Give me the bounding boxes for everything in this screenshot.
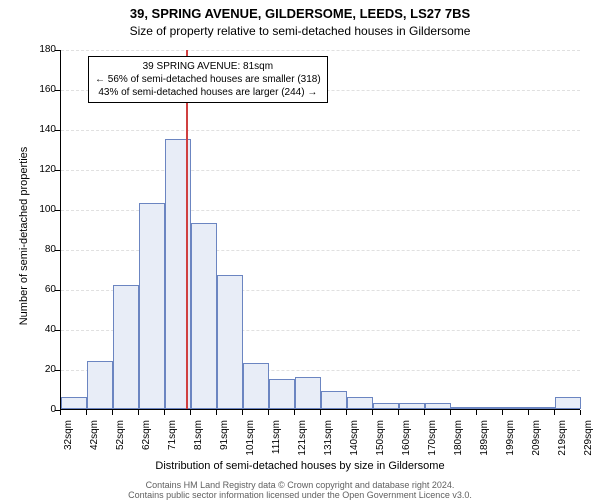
y-tick-label: 40 (16, 325, 56, 335)
histogram-bar (61, 397, 86, 409)
histogram-bar (217, 275, 242, 409)
x-tick-mark (164, 410, 165, 415)
y-tick-label: 0 (16, 405, 56, 415)
attribution-line-1: Contains HM Land Registry data © Crown c… (146, 480, 455, 490)
plot-area (60, 50, 580, 410)
histogram-bar (529, 407, 554, 409)
chart-container: 39, SPRING AVENUE, GILDERSOME, LEEDS, LS… (0, 0, 600, 500)
histogram-bar (555, 397, 580, 409)
histogram-bar (191, 223, 216, 409)
gridline (61, 170, 580, 171)
attribution-line-2: Contains public sector information licen… (128, 490, 472, 500)
histogram-bar (347, 397, 372, 409)
gridline (61, 50, 580, 51)
x-tick-mark (216, 410, 217, 415)
x-tick-mark (502, 410, 503, 415)
y-tick-label: 80 (16, 245, 56, 255)
x-tick-mark (138, 410, 139, 415)
x-tick-mark (268, 410, 269, 415)
chart-title: 39, SPRING AVENUE, GILDERSOME, LEEDS, LS… (0, 6, 600, 21)
x-tick-mark (554, 410, 555, 415)
annotation-line: 39 SPRING AVENUE: 81sqm (95, 60, 321, 73)
y-tick-label: 120 (16, 165, 56, 175)
histogram-bar (503, 407, 528, 409)
histogram-bar (87, 361, 112, 409)
y-tick-label: 180 (16, 45, 56, 55)
x-tick-mark (528, 410, 529, 415)
x-tick-mark (60, 410, 61, 415)
histogram-bar (269, 379, 294, 409)
annotation-line: ← 56% of semi-detached houses are smalle… (95, 73, 321, 86)
x-tick-mark (294, 410, 295, 415)
annotation-box: 39 SPRING AVENUE: 81sqm← 56% of semi-det… (88, 56, 328, 103)
histogram-bar (477, 407, 502, 409)
annotation-line: 43% of semi-detached houses are larger (… (95, 86, 321, 99)
x-tick-mark (398, 410, 399, 415)
histogram-bar (399, 403, 424, 409)
chart-subtitle: Size of property relative to semi-detach… (0, 24, 600, 38)
x-axis-caption: Distribution of semi-detached houses by … (0, 460, 600, 472)
histogram-bar (321, 391, 346, 409)
histogram-bar (425, 403, 450, 409)
x-tick-mark (580, 410, 581, 415)
gridline (61, 130, 580, 131)
x-tick-mark (242, 410, 243, 415)
y-tick-label: 160 (16, 85, 56, 95)
histogram-bar (373, 403, 398, 409)
x-tick-mark (86, 410, 87, 415)
histogram-bar (113, 285, 138, 409)
histogram-bar (243, 363, 268, 409)
x-tick-mark (372, 410, 373, 415)
x-tick-mark (112, 410, 113, 415)
y-tick-label: 140 (16, 125, 56, 135)
x-tick-mark (346, 410, 347, 415)
y-tick-label: 20 (16, 365, 56, 375)
x-tick-mark (424, 410, 425, 415)
attribution-text: Contains HM Land Registry data © Crown c… (0, 480, 600, 500)
histogram-bar (139, 203, 164, 409)
histogram-bar (295, 377, 320, 409)
x-tick-mark (320, 410, 321, 415)
histogram-bar (451, 407, 476, 409)
x-tick-mark (450, 410, 451, 415)
reference-line (186, 50, 188, 409)
y-tick-label: 100 (16, 205, 56, 215)
y-tick-label: 60 (16, 285, 56, 295)
x-tick-mark (190, 410, 191, 415)
x-tick-mark (476, 410, 477, 415)
